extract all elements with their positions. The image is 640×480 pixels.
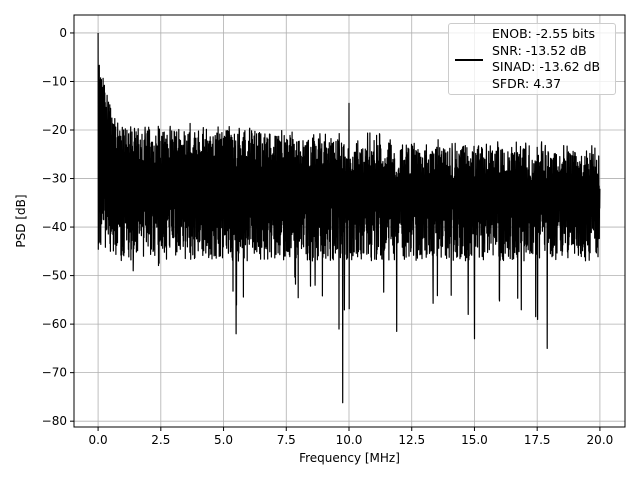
y-tick-label: −70: [42, 366, 67, 380]
y-axis-label: PSD [dB]: [14, 194, 28, 247]
legend-line-handle: [455, 59, 483, 61]
plot-area: [97, 32, 601, 404]
y-tick-label: 0: [59, 26, 67, 40]
ticks: 0.0 2.5 5.0 7.5 10.0 12.5 15.0 17.5 20.0 0 −10 −20 −…: [42, 26, 614, 447]
y-tick-label: −30: [42, 172, 67, 186]
legend-enob: ENOB: -2.55 bits: [492, 26, 595, 41]
legend-snr: SNR: -13.52 dB: [492, 42, 587, 58]
x-tick-label: 10.0: [336, 433, 363, 447]
x-tick-label: 20.0: [587, 433, 614, 447]
x-tick-label: 2.5: [151, 433, 170, 447]
x-tick-label: 7.5: [277, 433, 296, 447]
x-tick-label: 17.5: [524, 433, 551, 447]
x-tick-label: 15.0: [461, 433, 488, 447]
y-tick-label: −40: [42, 220, 67, 234]
y-tick-label: −60: [42, 317, 67, 331]
psd-trace: [97, 32, 601, 404]
legend: ENOB: -2.55 bits SNR: -13.52 dB SINAD: -…: [448, 23, 616, 95]
x-tick-label: 0.0: [89, 433, 108, 447]
y-tick-label: −20: [42, 123, 67, 137]
y-tick-label: −80: [42, 414, 67, 428]
x-tick-label: 5.0: [214, 433, 233, 447]
y-tick-label: −50: [42, 269, 67, 283]
x-tick-label: 12.5: [398, 433, 425, 447]
axes-frame: [73, 14, 626, 428]
x-axis-label: Frequency [MHz]: [299, 451, 400, 465]
legend-sinad: SINAD: -13.62 dB: [492, 59, 601, 74]
legend-sfdr: SFDR: 4.37: [492, 75, 562, 91]
y-tick-label: −10: [42, 74, 67, 88]
